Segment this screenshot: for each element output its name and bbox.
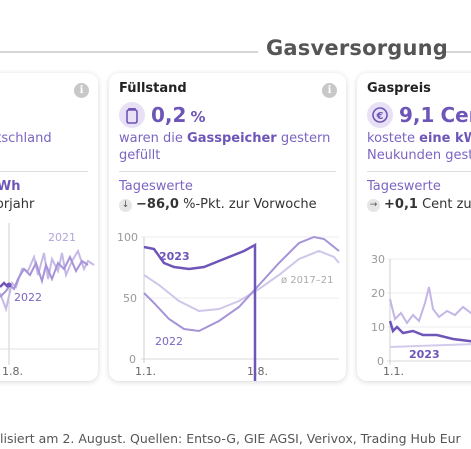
series-2023-endpoint [6,282,12,288]
card-fuellstand: Füllstand i 0,2% waren die Gasspeicher g… [109,73,346,381]
info-icon[interactable]: i [322,83,337,98]
y-tick-20: 20 [371,287,385,300]
card-divider [119,171,336,172]
x-tick-1-1: 1.1. [135,365,156,378]
card-description: utschland [0,131,52,146]
y-tick-100: 100 [117,231,138,244]
header-rule-right [446,51,471,53]
footer-sources: lisiert am 2. August. Quellen: Entso-G, … [0,431,461,446]
card-divider [0,171,88,172]
value-unit: Cen [440,103,471,127]
svg-text:€: € [376,111,384,122]
arrow-down-icon: ↓ [119,199,132,212]
tageswerte-label: Tageswerte [367,179,441,194]
y-tick-0: 0 [377,355,384,368]
y-tick-0: 0 [129,353,136,366]
series-label-2023: 2023 [159,250,190,263]
consumption-chart: 2021 2022 1.8. [0,223,98,378]
arrow-right-icon: → [367,199,380,212]
series-label-2022: 2022 [14,291,42,304]
series-label-2021: 2021 [48,231,76,244]
card-divider [367,171,471,172]
y-tick-50: 50 [123,292,137,305]
series-label-2023: 2023 [409,348,440,361]
series-2022-line [389,286,471,325]
fuellstand-chart: 100 50 0 2023 2022 ø 2017–21 1.1. 1.8. [117,231,340,381]
gaspreis-chart: 30 20 10 0 2023 1.1. [371,253,471,378]
y-tick-10: 10 [371,321,385,334]
series-label-2022: 2022 [155,335,183,348]
card-value-partial: TWh [0,179,21,194]
series-2022-line [0,254,89,298]
value-unit: % [190,108,206,126]
x-tick-label: 1.8. [2,365,23,378]
series-2021-line [389,343,471,348]
y-tick-30: 30 [371,253,385,266]
weekly-change: ↓ −86,0 %-Pkt. zur Vorwoche [119,197,317,212]
euro-coin-icon: € [367,102,393,128]
series-2021-line [0,248,95,313]
info-icon[interactable]: i [74,83,89,98]
tageswerte-label: Tageswerte [119,179,193,194]
weekly-change: →+0,1 Cent zur [367,197,471,212]
series-2023-line [388,320,471,343]
series-2022-line [143,235,340,333]
x-tick-1-8: 1.8. [247,365,268,378]
card-change-text: Vorjahr [0,197,35,212]
card-description-line1: waren die Gasspeicher gestern [119,131,331,146]
x-tick-1-1: 1.1. [383,365,404,378]
value-number: 9,1 [399,103,435,127]
gas-tank-icon [119,102,145,128]
card-description-line1: kostete eine kW [367,131,471,146]
header-rule-left [0,51,258,53]
series-label-avg: ø 2017–21 [281,275,333,286]
value-number: 0,2 [151,103,187,127]
series-2023-line [143,242,257,381]
big-value: 0,2% [151,103,205,127]
card-description-line2: gefüllt [119,148,161,163]
section-title: Gasversorgung [266,36,449,60]
card-title: Füllstand [119,81,187,96]
card-gasverbrauch: i utschland TWh Vorjahr 2021 2022 1.8. [0,73,98,381]
card-description-line2: Neukunden gest [367,148,471,163]
card-title: Gaspreis [367,81,431,96]
